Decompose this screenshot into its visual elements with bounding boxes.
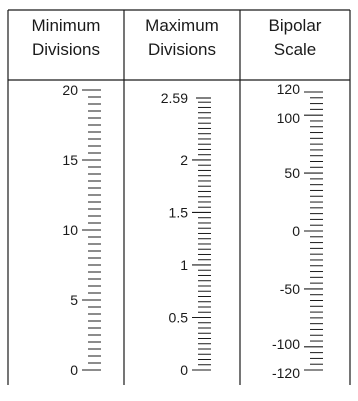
scale-column: 0 0.5 1 1.5 2 2.59 [161, 90, 211, 378]
header-row: Minimum Divisions Maximum Divisions Bipolar S… [32, 16, 322, 59]
tick-label: 2 [180, 152, 188, 168]
table-frame [7, 9, 351, 385]
column-header-line: Divisions [32, 40, 100, 59]
tick-label: 20 [62, 82, 78, 98]
tick-label: 5 [70, 292, 78, 308]
tick-label: 0.5 [169, 309, 189, 325]
column-header-line: Divisions [148, 40, 216, 59]
tick-label: 1 [180, 257, 188, 273]
column-header-line: Bipolar [269, 16, 322, 35]
scale-columns: 0 5 10 15 20 0 0.5 1 1.5 2 2.59 -120 -100 -50 0 50 100 12… [62, 81, 323, 381]
tick-label: -100 [272, 336, 300, 352]
column-header-line: Minimum [32, 16, 101, 35]
tick-label: 1.5 [169, 204, 189, 220]
tick-label: 50 [284, 165, 300, 181]
tick-label: 10 [62, 222, 78, 238]
scale-column: -120 -100 -50 0 50 100 120 [272, 81, 323, 381]
scale-column: 0 5 10 15 20 [62, 82, 101, 378]
tick-label: 0 [180, 362, 188, 378]
tick-label: 100 [277, 110, 301, 126]
tick-label: 0 [292, 223, 300, 239]
tick-label: 0 [70, 362, 78, 378]
column-header-line: Maximum [145, 16, 219, 35]
tick-label: 15 [62, 152, 78, 168]
column-header-line: Scale [274, 40, 317, 59]
tick-label: -120 [272, 365, 300, 381]
tick-label: 2.59 [161, 90, 188, 106]
tick-label: 120 [277, 81, 301, 97]
tick-label: -50 [280, 281, 300, 297]
